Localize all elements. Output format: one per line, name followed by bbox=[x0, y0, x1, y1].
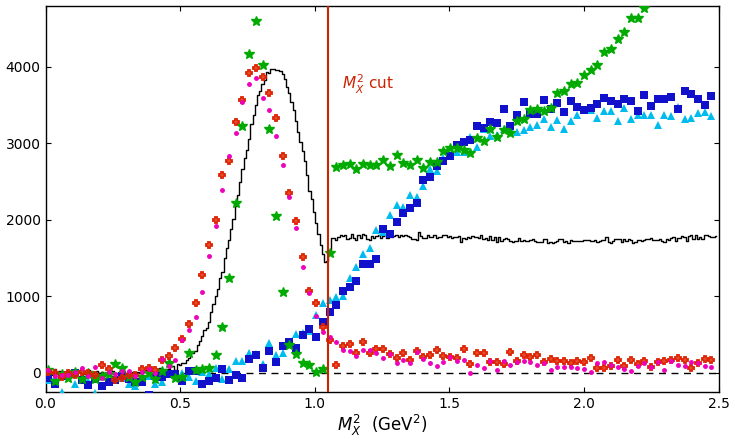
Text: $M_X^2$ cut: $M_X^2$ cut bbox=[342, 73, 394, 96]
X-axis label: $M_X^2$  (GeV$^2$): $M_X^2$ (GeV$^2$) bbox=[337, 413, 427, 438]
